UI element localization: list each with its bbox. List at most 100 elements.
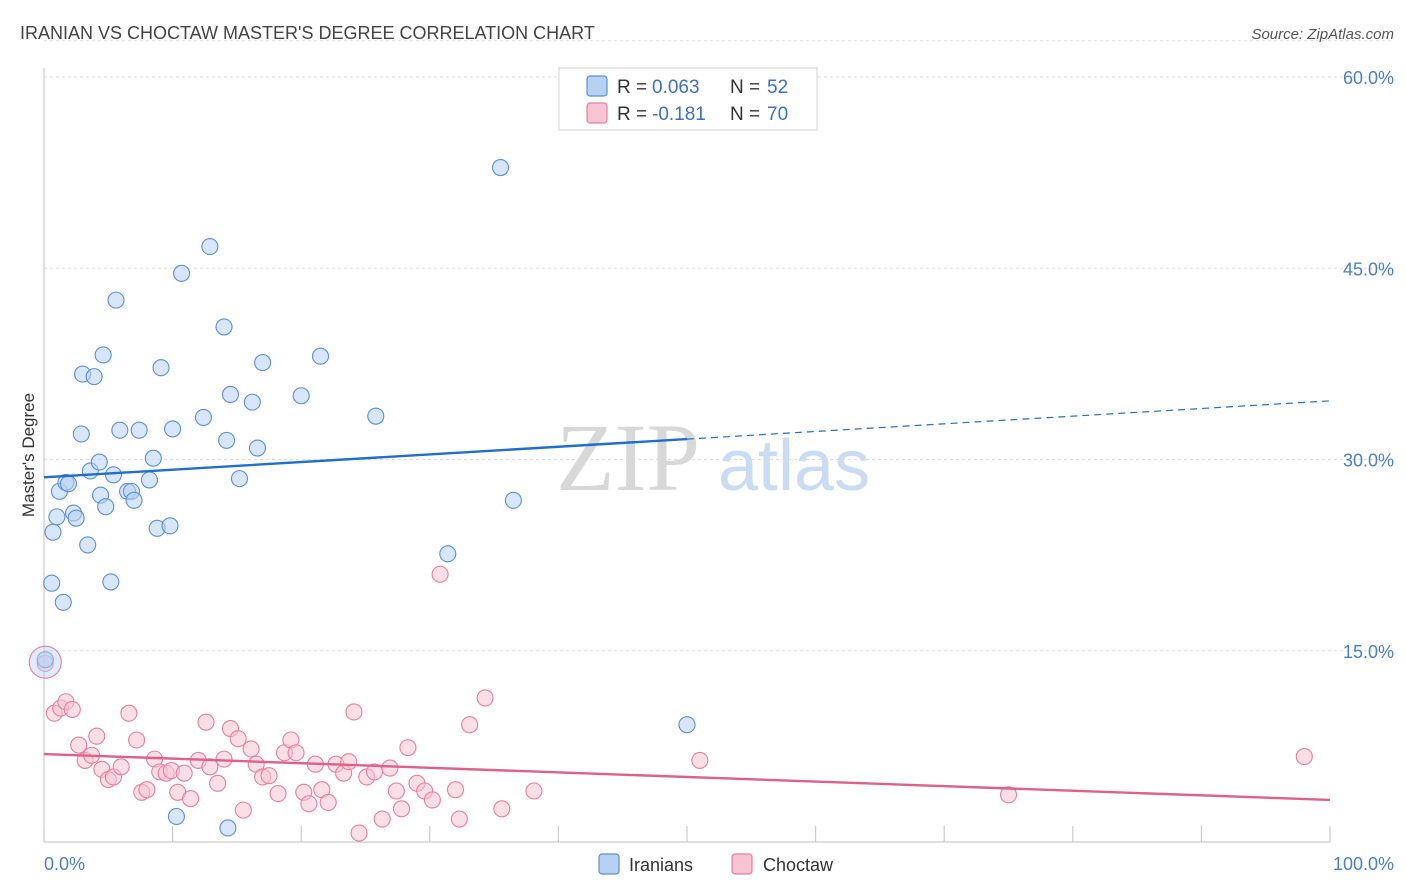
legend-swatch-choctaw [586, 102, 608, 124]
iranian-point [254, 354, 272, 372]
choctaw-point [999, 786, 1018, 804]
bottom-legend-label-choctaw: Choctaw [763, 855, 834, 875]
choctaw-point [138, 781, 156, 799]
iranian-point [125, 491, 143, 509]
source-label: Source: ZipAtlas.com [1251, 26, 1394, 43]
bottom-legend-swatch-iranians [598, 853, 620, 875]
choctaw-point [525, 782, 543, 800]
choctaw-trendline [43, 752, 1331, 802]
legend-r-label-iranians: R = [617, 77, 647, 98]
iranian-point [102, 573, 120, 591]
iranian-point [678, 716, 696, 734]
choctaw-point [242, 740, 260, 758]
iranian-point [85, 368, 103, 386]
series-legend: Iranians Choctaw [598, 853, 834, 875]
legend-n-label-choctaw: N = [730, 104, 760, 125]
iranian-point [367, 407, 385, 425]
choctaw-point [260, 767, 278, 785]
iranian-point [72, 425, 90, 443]
iranian-point [90, 453, 108, 471]
series-choctaw-points [36, 565, 1313, 842]
choctaw-point [387, 782, 405, 800]
iranian-point [59, 475, 77, 493]
choctaw-point [112, 758, 130, 776]
legend-n-label-iranians: N = [730, 77, 760, 98]
choctaw-point [209, 774, 227, 792]
combined-cluster-point [28, 645, 62, 679]
iranian-point [79, 536, 97, 554]
choctaw-point [120, 704, 138, 722]
legend-r-label-choctaw: R = [617, 104, 647, 125]
iranian-point [167, 807, 186, 826]
choctaw-point [340, 753, 358, 771]
choctaw-point [350, 824, 368, 842]
correlation-legend: R = 0.063 N = 52 R = -0.181 N = 70 [558, 67, 818, 131]
iranian-point [107, 291, 125, 309]
bottom-legend-swatch-choctaw [731, 853, 753, 875]
choctaw-point [175, 764, 193, 782]
choctaw-point [691, 751, 709, 769]
iranian-point [111, 421, 129, 439]
iranian-point [97, 498, 115, 516]
choctaw-point [450, 810, 468, 828]
choctaw-point [399, 739, 417, 757]
y-tick-label: 60.0% [1343, 68, 1394, 88]
choctaw-point [229, 730, 247, 748]
y-tick-label: 30.0% [1343, 451, 1394, 471]
iranian-point [504, 491, 522, 509]
watermark-atlas: atlas [718, 426, 870, 506]
iranian-point [144, 449, 162, 467]
iranian-point [43, 574, 61, 592]
iranian-point [215, 318, 233, 336]
choctaw-point [493, 800, 511, 818]
iranian-point [173, 264, 191, 282]
choctaw-point [476, 689, 494, 707]
iranian-point [243, 393, 261, 411]
iranian-point [311, 347, 330, 365]
y-axis-label: Master's Degree [19, 393, 38, 517]
iranian-point [67, 509, 85, 527]
choctaw-point [431, 565, 449, 583]
choctaw-point [345, 703, 363, 721]
iranian-point [491, 158, 510, 177]
choctaw-point [423, 791, 441, 809]
choctaw-point [1295, 748, 1313, 766]
iranian-point [218, 431, 236, 449]
iranian-point [439, 545, 457, 563]
choctaw-point [88, 727, 106, 745]
legend-r-value-iranians: 0.063 [652, 77, 700, 98]
watermark-zip: ZIP [556, 404, 700, 511]
iranian-point [292, 387, 310, 405]
y-tick-label: 15.0% [1343, 642, 1394, 662]
iranian-point [161, 517, 179, 535]
chart-title: IRANIAN VS CHOCTAW MASTER'S DEGREE CORRE… [20, 23, 595, 43]
choctaw-point [392, 800, 411, 818]
iranian-point [48, 508, 66, 526]
choctaw-point [70, 736, 88, 754]
choctaw-point [446, 781, 465, 799]
iranian-point [130, 421, 148, 439]
iranian-point [94, 346, 112, 364]
iranian-point [140, 471, 159, 489]
choctaw-point [128, 731, 146, 749]
choctaw-point [461, 716, 479, 734]
choctaw-point [63, 700, 81, 718]
iranian-point [248, 439, 267, 457]
iranians-trendline [43, 437, 688, 479]
legend-swatch-iranians [586, 75, 608, 97]
choctaw-point [319, 793, 337, 812]
choctaw-point [269, 784, 287, 803]
iranians-trendline-extension [686, 400, 1331, 440]
gridlines [44, 40, 1394, 652]
legend-r-value-choctaw: -0.181 [652, 104, 706, 125]
iranian-point [219, 819, 237, 837]
choctaw-point [373, 810, 391, 828]
iranian-point [54, 593, 72, 611]
bottom-legend-label-iranians: Iranians [629, 855, 693, 875]
legend-n-value-choctaw: 70 [767, 104, 788, 125]
choctaw-point [381, 759, 399, 777]
iranian-point [201, 238, 219, 256]
legend-n-value-iranians: 52 [767, 77, 788, 98]
iranian-point [221, 385, 240, 404]
